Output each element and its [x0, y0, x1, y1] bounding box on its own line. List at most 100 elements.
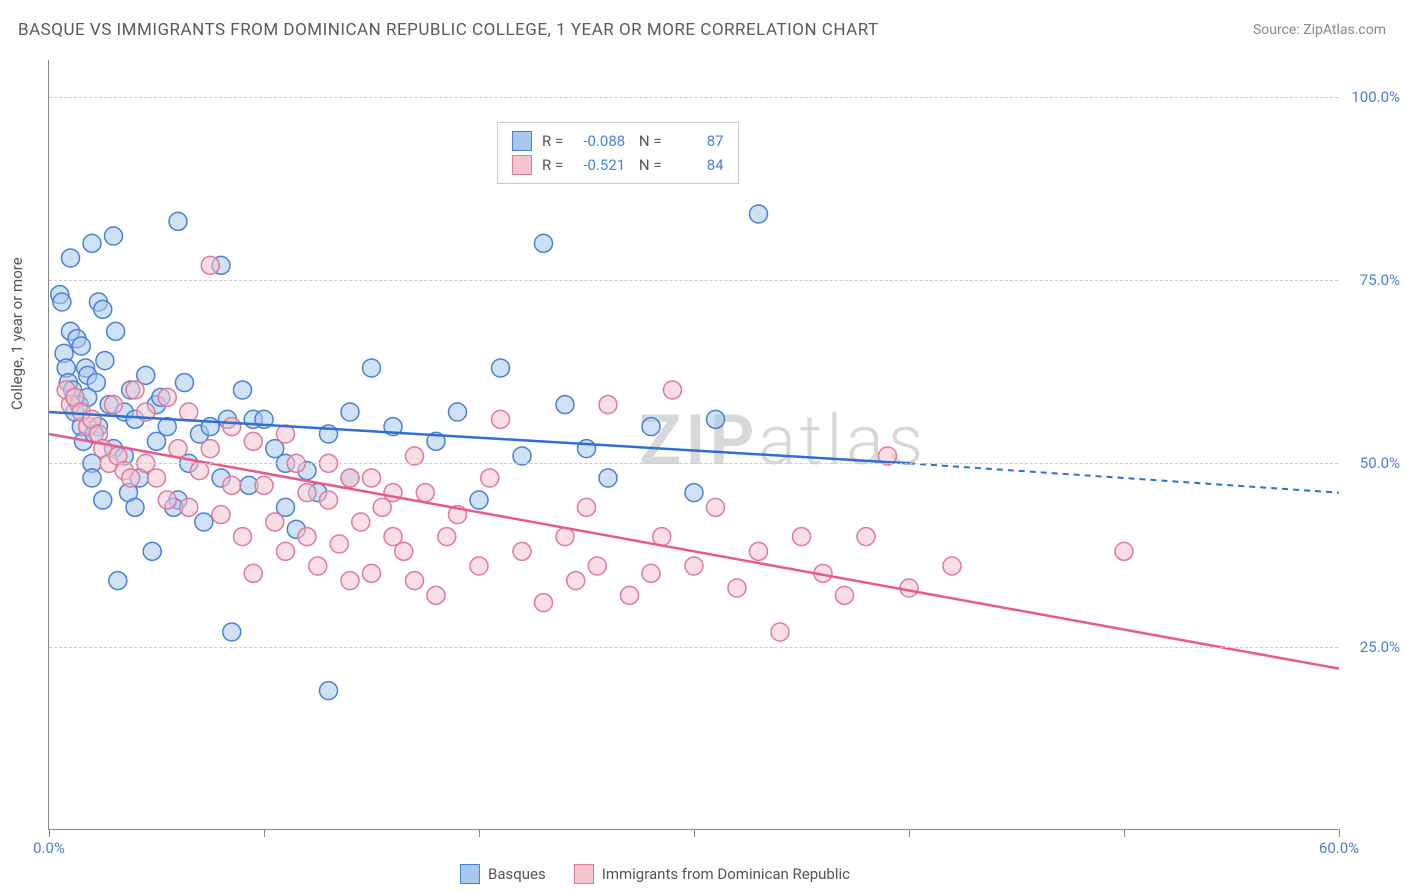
trend-line-dashed: [909, 463, 1339, 492]
data-point: [105, 396, 123, 414]
data-point: [567, 572, 585, 590]
x-tick: [264, 829, 265, 837]
data-point: [427, 586, 445, 604]
data-point: [298, 528, 316, 546]
r-label: R =: [542, 129, 563, 153]
data-point: [223, 623, 241, 641]
data-point: [750, 205, 768, 223]
data-point: [169, 440, 187, 458]
data-point: [94, 300, 112, 318]
data-point: [244, 564, 262, 582]
data-point: [298, 484, 316, 502]
legend-item-basques: Basques: [460, 864, 546, 884]
data-point: [330, 535, 348, 553]
data-point: [234, 528, 252, 546]
chart-container: BASQUE VS IMMIGRANTS FROM DOMINICAN REPU…: [0, 0, 1406, 892]
bottom-legend: Basques Immigrants from Dominican Republ…: [460, 864, 850, 884]
data-point: [277, 542, 295, 560]
gridline: [49, 97, 1338, 98]
data-point: [599, 469, 617, 487]
data-point: [94, 491, 112, 509]
data-point: [943, 557, 961, 575]
data-point: [406, 572, 424, 590]
data-point: [1115, 542, 1133, 560]
data-point: [793, 528, 811, 546]
data-point: [105, 227, 123, 245]
data-point: [341, 403, 359, 421]
data-point: [195, 513, 213, 531]
data-point: [653, 528, 671, 546]
data-point: [363, 564, 381, 582]
data-point: [492, 410, 510, 428]
data-point: [244, 432, 262, 450]
data-point: [470, 491, 488, 509]
data-point: [363, 359, 381, 377]
legend-label-basques: Basques: [488, 865, 546, 883]
data-point: [513, 447, 531, 465]
stats-row-basques: R = -0.088 N = 87: [512, 129, 724, 153]
y-tick-label: 25.0%: [1360, 638, 1400, 656]
data-point: [685, 484, 703, 502]
data-point: [578, 440, 596, 458]
data-point: [180, 403, 198, 421]
data-point: [191, 462, 209, 480]
y-tick-label: 50.0%: [1360, 454, 1400, 472]
data-point: [492, 359, 510, 377]
data-point: [664, 381, 682, 399]
data-point: [126, 381, 144, 399]
data-point: [599, 396, 617, 414]
data-point: [53, 293, 71, 311]
legend-item-dominican: Immigrants from Dominican Republic: [574, 864, 850, 884]
data-point: [201, 256, 219, 274]
data-point: [578, 498, 596, 516]
data-point: [857, 528, 875, 546]
legend-label-dominican: Immigrants from Dominican Republic: [602, 865, 850, 883]
x-tick: [479, 829, 480, 837]
data-point: [535, 234, 553, 252]
data-point: [180, 498, 198, 516]
data-point: [621, 586, 639, 604]
y-axis-title: College, 1 year or more: [8, 257, 26, 410]
data-point: [642, 564, 660, 582]
r-label: R =: [542, 153, 563, 177]
data-point: [481, 469, 499, 487]
x-tick-label: 0.0%: [33, 839, 65, 857]
data-point: [750, 542, 768, 560]
data-point: [175, 374, 193, 392]
data-point: [320, 682, 338, 700]
data-point: [395, 542, 413, 560]
data-point: [438, 528, 456, 546]
data-point: [158, 388, 176, 406]
x-tick: [694, 829, 695, 837]
data-point: [341, 469, 359, 487]
data-point: [234, 381, 252, 399]
n-label: N =: [635, 129, 661, 153]
data-point: [83, 469, 101, 487]
y-tick-label: 75.0%: [1360, 271, 1400, 289]
data-point: [169, 212, 187, 230]
data-point: [72, 337, 90, 355]
stats-legend-box: R = -0.088 N = 87 R = -0.521 N = 84: [497, 122, 739, 184]
x-tick: [1339, 829, 1340, 837]
gridline: [49, 280, 1338, 281]
legend-swatch-basques: [460, 864, 480, 884]
data-point: [62, 249, 80, 267]
data-point: [212, 506, 230, 524]
n-value-dominican: 84: [672, 153, 724, 177]
data-point: [728, 579, 746, 597]
swatch-basques: [512, 131, 532, 151]
data-point: [363, 469, 381, 487]
gridline: [49, 463, 1338, 464]
data-point: [556, 528, 574, 546]
x-tick: [49, 829, 50, 837]
data-point: [642, 418, 660, 436]
trend-line: [49, 434, 1339, 669]
data-point: [352, 513, 370, 531]
n-value-basques: 87: [672, 129, 724, 153]
stats-row-dominican: R = -0.521 N = 84: [512, 153, 724, 177]
data-point: [107, 322, 125, 340]
x-tick: [1124, 829, 1125, 837]
legend-swatch-dominican: [574, 864, 594, 884]
data-point: [449, 403, 467, 421]
plot-area: ZIPatlas R = -0.088 N = 87 R = -0.521 N …: [48, 60, 1338, 830]
